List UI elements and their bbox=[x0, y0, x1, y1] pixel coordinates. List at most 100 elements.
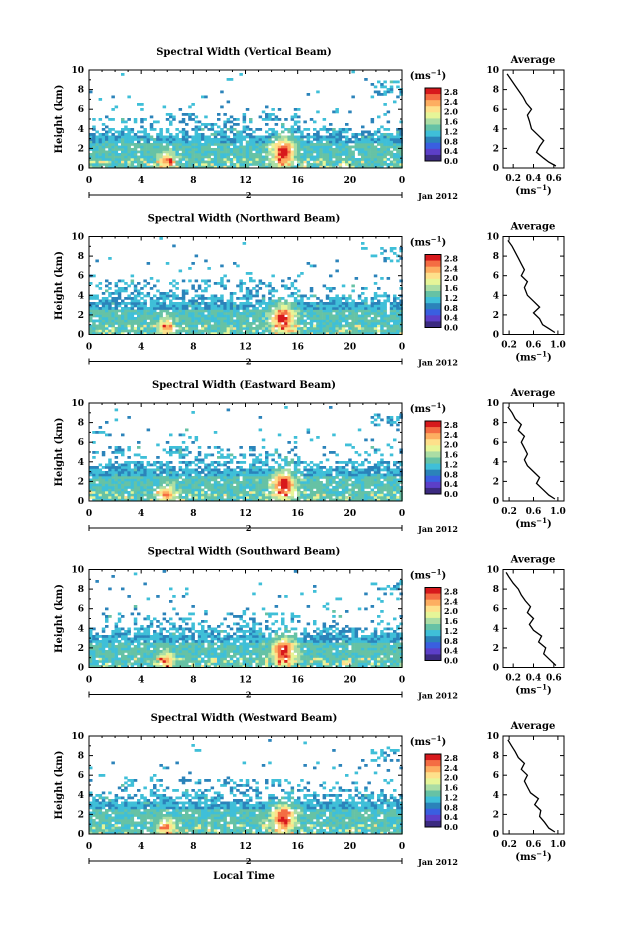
heatmap-cell bbox=[284, 317, 288, 320]
heatmap-cell bbox=[268, 128, 272, 131]
heatmap-cell bbox=[316, 133, 320, 136]
heatmap-cell bbox=[357, 317, 362, 320]
heatmap-cell bbox=[335, 158, 339, 161]
heatmap-cell bbox=[220, 279, 224, 283]
heatmap-cell bbox=[290, 304, 295, 308]
heatmap-cell bbox=[133, 309, 138, 313]
heatmap-cell bbox=[306, 155, 311, 159]
heatmap-cell bbox=[300, 304, 304, 308]
heatmap-cell bbox=[383, 160, 387, 164]
heatmap-cell bbox=[335, 476, 339, 479]
heatmap-cell bbox=[300, 317, 304, 320]
heatmap-cell bbox=[338, 491, 343, 494]
heatmap-cell bbox=[274, 299, 279, 303]
heatmap-cell bbox=[367, 163, 371, 166]
heatmap-cell bbox=[114, 148, 119, 151]
x-tick-label: 8 bbox=[190, 176, 196, 186]
heatmap-cell bbox=[95, 466, 99, 469]
heatmap-cell bbox=[95, 431, 99, 434]
heatmap-cell bbox=[217, 481, 221, 484]
heatmap-cell bbox=[229, 160, 234, 164]
heatmap-cell bbox=[133, 466, 138, 469]
heatmap-cell bbox=[393, 153, 397, 156]
heatmap-cell bbox=[114, 314, 119, 318]
heatmap-cell bbox=[162, 463, 167, 467]
heatmap-cell bbox=[223, 322, 227, 325]
heatmap-cell bbox=[217, 125, 221, 129]
heatmap-cell bbox=[393, 481, 397, 484]
heatmap-cell bbox=[239, 287, 243, 290]
heatmap-cell bbox=[293, 108, 298, 111]
heatmap-cell bbox=[204, 496, 208, 499]
heatmap-cell bbox=[354, 483, 359, 487]
heatmap-cell bbox=[377, 307, 381, 310]
heatmap-cell bbox=[332, 314, 336, 318]
heatmap-cell bbox=[204, 486, 208, 489]
heatmap-cell bbox=[297, 486, 301, 489]
heatmap-cell bbox=[229, 483, 234, 487]
heatmap-cell bbox=[169, 496, 173, 499]
heatmap-cell bbox=[303, 150, 307, 154]
heatmap-cell bbox=[242, 294, 247, 298]
heatmap-cell bbox=[156, 143, 160, 146]
heatmap-cell bbox=[293, 453, 298, 457]
heatmap-cell bbox=[361, 158, 365, 161]
heatmap-cell bbox=[380, 463, 384, 467]
heatmap-cell bbox=[399, 468, 403, 472]
heatmap-cell bbox=[297, 145, 301, 149]
heatmap-cell bbox=[146, 329, 151, 333]
heatmap-cell bbox=[146, 496, 151, 499]
heatmap-cell bbox=[117, 448, 122, 452]
heatmap-cell bbox=[178, 314, 183, 318]
heatmap-cell bbox=[367, 307, 371, 310]
heatmap-cell bbox=[130, 327, 135, 330]
heatmap-cell bbox=[121, 486, 125, 489]
heatmap-cell bbox=[239, 130, 243, 134]
heatmap-cell bbox=[300, 138, 304, 141]
heatmap-cell bbox=[207, 128, 211, 131]
heatmap-cell bbox=[101, 163, 106, 166]
heatmap-cell bbox=[137, 314, 141, 318]
heatmap-cell bbox=[255, 302, 259, 305]
heatmap-cell bbox=[399, 133, 403, 136]
heatmap-cell bbox=[287, 312, 291, 315]
heatmap-cell bbox=[101, 145, 106, 149]
heatmap-cell bbox=[137, 289, 141, 293]
heatmap-cell bbox=[281, 304, 285, 308]
heatmap-cell bbox=[377, 304, 381, 308]
heatmap-cell bbox=[137, 155, 141, 159]
heatmap-cell bbox=[293, 332, 298, 335]
heatmap-cell bbox=[399, 476, 403, 479]
heatmap-cell bbox=[114, 476, 119, 479]
heatmap-cell bbox=[396, 155, 400, 159]
heatmap-cell bbox=[217, 473, 221, 477]
heatmap-cell bbox=[105, 135, 109, 139]
heatmap-cell bbox=[252, 458, 256, 462]
heatmap-cell bbox=[329, 158, 333, 161]
heatmap-cell bbox=[271, 294, 275, 298]
heatmap-cell bbox=[271, 140, 275, 144]
heatmap-cell bbox=[345, 140, 349, 144]
heatmap-cell bbox=[111, 299, 115, 303]
heatmap-cell bbox=[121, 463, 125, 467]
heatmap-cell bbox=[354, 468, 359, 472]
heatmap-cell bbox=[175, 297, 179, 300]
heatmap-cell bbox=[229, 329, 234, 333]
heatmap-cell bbox=[137, 309, 141, 313]
heatmap-cell bbox=[207, 493, 211, 497]
heatmap-cell bbox=[201, 483, 205, 487]
heatmap-cell bbox=[239, 138, 243, 141]
heatmap-cell bbox=[367, 140, 371, 144]
date-label: Jan 2012 bbox=[417, 358, 458, 368]
heatmap-cell bbox=[361, 133, 365, 136]
heatmap-cell bbox=[162, 140, 167, 144]
heatmap-cell bbox=[194, 130, 199, 134]
heatmap-cell bbox=[92, 471, 96, 474]
heatmap-cell bbox=[194, 120, 199, 124]
heatmap-cell bbox=[117, 133, 122, 136]
heatmap-cell bbox=[383, 317, 387, 320]
heatmap-cell bbox=[290, 133, 295, 136]
heatmap-cell bbox=[345, 486, 349, 489]
heatmap-cell bbox=[389, 317, 394, 320]
heatmap-cell bbox=[191, 488, 195, 492]
